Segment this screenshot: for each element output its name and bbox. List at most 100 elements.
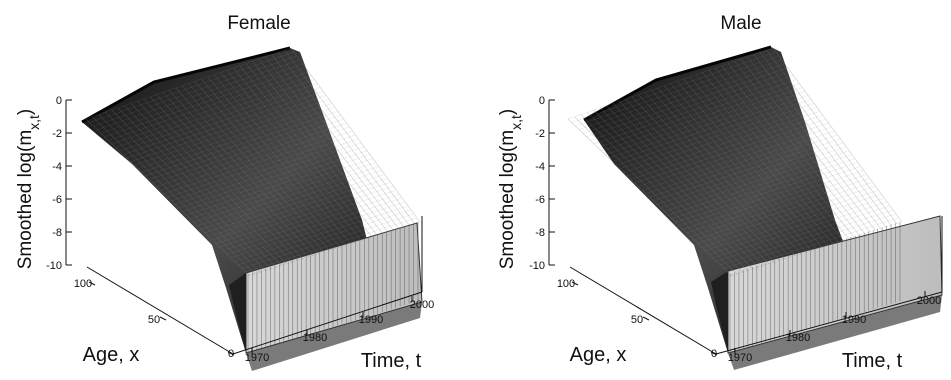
male-age-axis-label: Age, x [570,344,627,366]
mesh-age-line [729,221,902,277]
mesh-time-line [683,78,828,246]
mesh-age-line [571,51,776,123]
female-age-tick-0: 0 [228,348,234,360]
female-z-ticks: 0 -2 -4 -6 -8 -10 [46,95,72,272]
mesh-age-line [575,55,779,127]
female-age-ticks: 100 50 0 [74,278,235,360]
mesh-time-line [670,83,818,250]
mesh-age-line [203,174,385,234]
mesh-time-line [702,72,844,241]
female-z-tick-5: -10 [46,260,62,272]
mesh-time-line [137,101,293,263]
mesh-time-line [651,89,802,255]
mesh-age-line [696,186,875,245]
mesh-time-line [727,63,866,234]
mesh-age-line [133,99,329,166]
male-age-ticks: 100 50 0 [557,278,718,360]
male-z-axis-label: Smoothed log(mx,t) [497,109,524,270]
mesh-age-line [722,213,896,270]
mesh-age-line [111,75,312,145]
male-age-tick-100: 100 [557,278,575,290]
mesh-age-line [100,63,303,134]
mesh-time-line [98,114,261,273]
mesh-age-line [711,202,887,259]
mesh-time-line [619,101,775,263]
mesh-age-line [685,174,867,234]
mesh-age-line [671,158,855,220]
mesh-age-line [222,194,399,252]
mesh-time-line [284,50,415,224]
mesh-age-line [590,71,791,141]
female-front-stripes [247,222,419,353]
mesh-time-line [233,67,373,238]
mesh-age-line [619,103,814,170]
female-z-tick-3: -6 [52,194,62,206]
mesh-age-line [174,142,361,205]
female-title: Female [227,13,290,34]
mesh-age-line [641,126,832,191]
mesh-time-line [593,109,754,270]
mesh-time-line [85,118,251,277]
mesh-age-line [211,182,390,241]
mesh-age-line [612,95,808,163]
mesh-time-line [580,114,743,273]
male-front-stripes [729,222,901,353]
male-z-tick-0: 0 [539,95,545,107]
mesh-time-line [625,98,781,262]
male-z-tick-3: -6 [535,194,545,206]
female-z-tick-1: -2 [52,128,62,140]
mesh-time-line [220,72,362,241]
mesh-age-line [89,51,294,123]
mesh-age-line [233,205,408,262]
female-z-axis-label: Smoothed log(mx,t) [15,109,42,270]
mesh-time-line [766,50,897,224]
mesh-age-line [115,79,315,148]
mesh-age-line [667,154,852,216]
mesh-time-line [111,109,272,270]
female-z-tick-4: -8 [52,227,62,239]
mesh-age-line [652,138,840,202]
female-z-tick-2: -4 [52,161,62,173]
mesh-time-line [676,81,823,248]
mesh-time-line [201,78,346,246]
mesh-age-line [229,202,405,259]
female-age-axis-label: Age, x [83,344,140,366]
mesh-age-line [163,130,353,195]
mesh-time-line [105,112,267,272]
mesh-age-line [192,162,376,223]
mesh-age-line [207,178,388,237]
mesh-time-line [772,47,903,223]
male-age-tick-50: 50 [631,314,643,326]
mesh-age-line [137,103,332,170]
mesh-age-line [152,118,344,184]
mesh-age-line [593,75,794,145]
mesh-age-line [689,178,870,237]
mesh-time-line [753,54,887,228]
mesh-age-line [148,115,341,180]
male-panel: Male Smoothed log(mx,t) Age, x Time, t [497,13,943,372]
male-z-tick-4: -8 [535,227,545,239]
mesh-age-line [630,115,823,180]
mesh-time-line [599,107,759,268]
male-z-tick-5: -10 [529,260,545,272]
female-panel: Female Smoothed log(mx,t) Age, x Time, t [15,13,434,372]
mesh-age-line [144,111,338,177]
mesh-age-line [181,150,367,212]
mesh-time-line [226,70,368,240]
male-age-tick-0: 0 [711,348,717,360]
mesh-time-line [92,116,256,275]
female-z-tick-0: 0 [56,95,62,107]
male-z-ticks: 0 -2 -4 -6 -8 -10 [529,95,555,272]
male-time-axis-label: Time, t [842,350,903,372]
female-time-tick-1970: 1970 [245,352,269,364]
mesh-age-line [623,107,817,173]
mesh-age-line [141,107,335,173]
mesh-time-line [213,74,357,243]
mesh-age-line [189,158,373,220]
female-mesh [85,47,421,277]
mesh-age-line [700,190,878,248]
mesh-time-line [117,107,277,268]
mesh-age-line [93,55,297,127]
mesh-time-line [271,54,405,228]
mesh-age-line [663,150,849,212]
